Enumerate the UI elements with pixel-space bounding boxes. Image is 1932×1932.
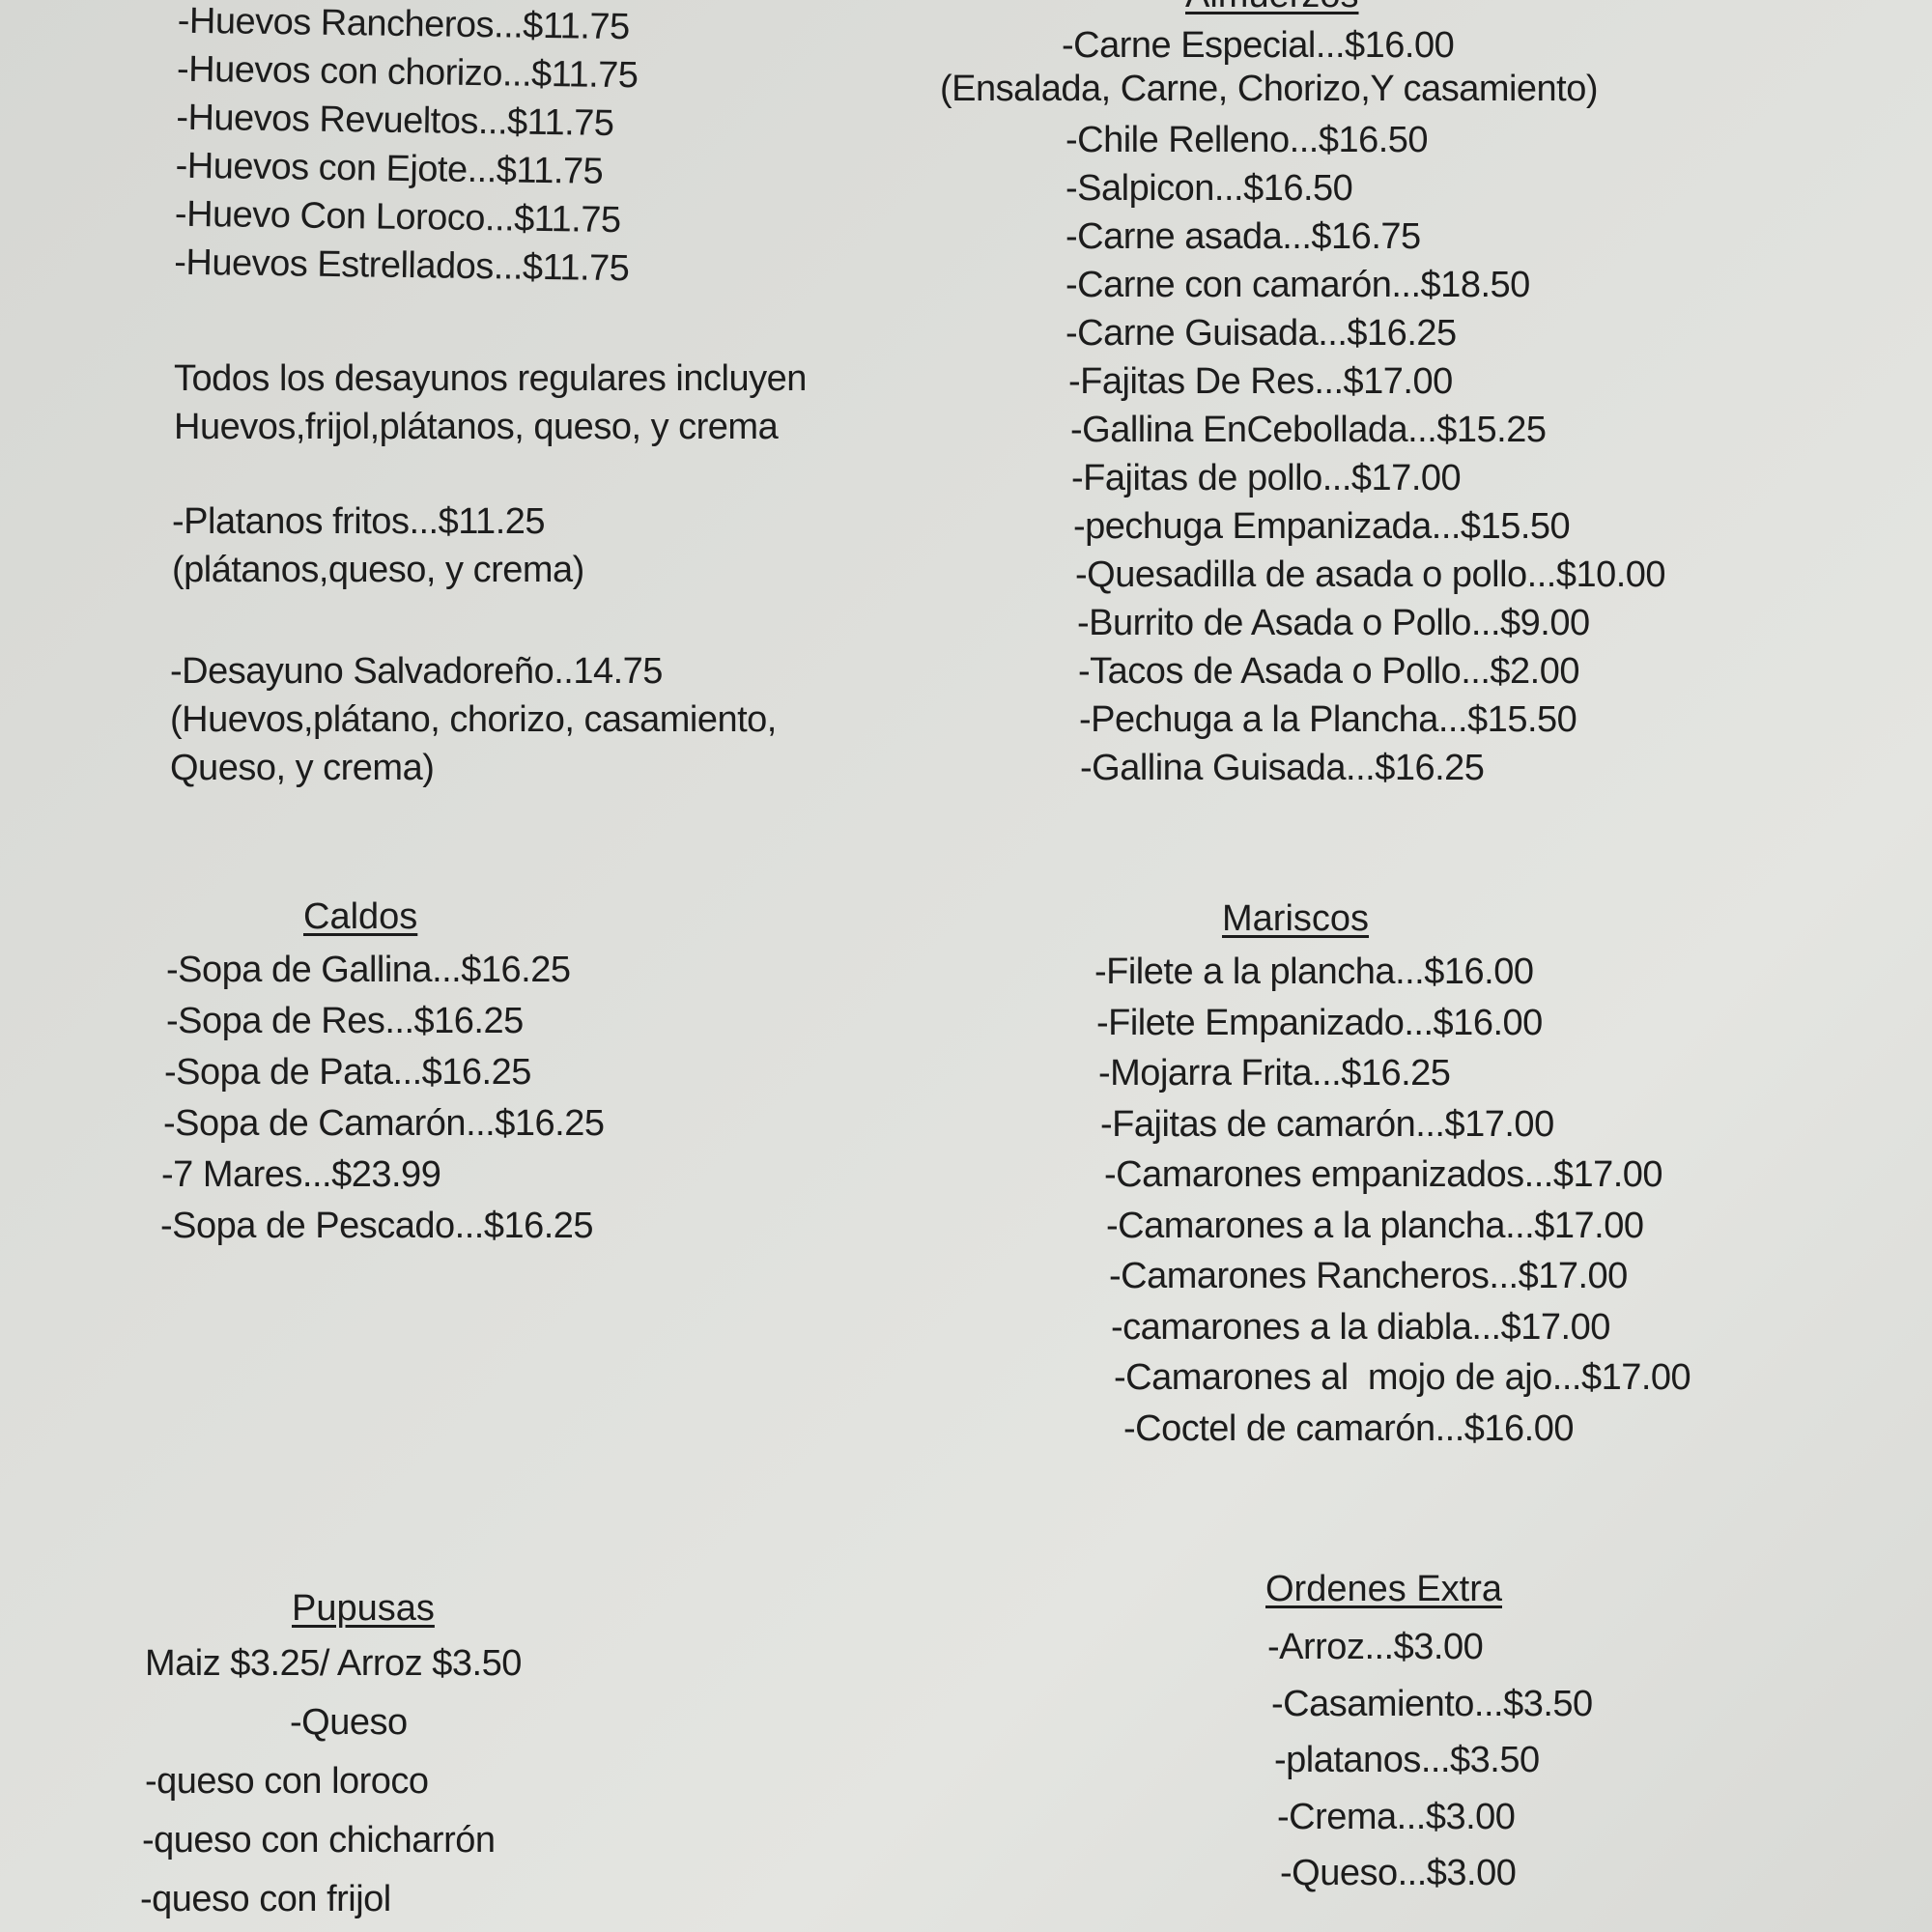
menu-item: -Sopa de Pescado...$16.25 (160, 1206, 594, 1246)
menu-item: -Gallina Guisada...$16.25 (1080, 748, 1485, 788)
menu-item: -Carne con camarón...$18.50 (1065, 265, 1530, 305)
menu-item: -Queso...$3.00 (1280, 1853, 1517, 1893)
menu-item: -Coctel de camarón...$16.00 (1123, 1407, 1575, 1449)
menu-item: -queso con frijol (140, 1879, 391, 1919)
menu-item: -Huevos con Ejote...$11.75 (175, 145, 604, 192)
note-line: Todos los desayunos regulares incluyen (174, 358, 807, 399)
menu-item: -platanos...$3.50 (1274, 1740, 1540, 1780)
caldos-heading: Caldos (303, 896, 418, 937)
desayunos-list: -Huevos Rancheros...$11.75 -Huevos con c… (174, 0, 639, 293)
menu-item-note: (Huevos,plátano, chorizo, casamiento, (170, 699, 777, 740)
almuerzos-list: -Chile Relleno...$16.50 -Salpicon...$16.… (1065, 116, 1666, 792)
menu-item-note: (Ensalada, Carne, Chorizo,Y casamiento) (940, 69, 1599, 109)
almuerzos-heading: Almuerzos (1185, 0, 1359, 16)
menu-item: -Camarones a la plancha...$17.00 (1106, 1205, 1644, 1246)
pupusas-list: Maiz $3.25/ Arroz $3.50 -Queso -queso co… (140, 1634, 522, 1929)
mariscos-list: -Filete a la plancha...$16.00 -Filete Em… (1094, 947, 1691, 1454)
menu-item: -queso con loroco (145, 1761, 429, 1802)
menu-item: -Casamiento...$3.50 (1271, 1683, 1593, 1724)
menu-item: -Carne Especial...$16.00 (1062, 25, 1455, 66)
menu-item: -Filete a la plancha...$16.00 (1094, 952, 1534, 992)
menu-item: -Mojarra Frita...$16.25 (1098, 1053, 1451, 1094)
menu-item: -Carne Guisada...$16.25 (1065, 313, 1457, 354)
menu-item: -7 Mares...$23.99 (161, 1154, 441, 1195)
menu-item: -Filete Empanizado...$16.00 (1096, 1002, 1543, 1043)
menu-item: -Sopa de Camarón...$16.25 (163, 1103, 605, 1144)
menu-item: -Gallina EnCebollada...$15.25 (1070, 410, 1547, 450)
pupusas-heading: Pupusas (292, 1588, 435, 1629)
menu-item: -Camarones al mojo de ajo...$17.00 (1114, 1357, 1691, 1398)
platanos-item: -Platanos fritos...$11.25 (plátanos,ques… (172, 497, 584, 594)
desayunos-note: Todos los desayunos regulares incluyen H… (174, 355, 807, 451)
menu-item: -Queso (290, 1702, 408, 1743)
menu-item: -Tacos de Asada o Pollo...$2.00 (1078, 651, 1579, 692)
menu-item: -Huevos Revueltos...$11.75 (176, 97, 614, 144)
menu-item: -Camarones Rancheros...$17.00 (1109, 1256, 1628, 1296)
ordenes-extra-list: -Arroz...$3.00 -Casamiento...$3.50 -plat… (1267, 1619, 1593, 1902)
almuerzos-first: -Carne Especial...$16.00 (1062, 21, 1455, 70)
menu-item: -Pechuga a la Plancha...$15.50 (1079, 699, 1577, 740)
menu-item: -Camarones empanizados...$17.00 (1104, 1154, 1663, 1195)
mariscos-heading: Mariscos (1222, 898, 1370, 939)
menu-item-note: (plátanos,queso, y crema) (172, 550, 584, 590)
menu-item: -Sopa de Pata...$16.25 (164, 1052, 531, 1093)
almuerzos-first-note: (Ensalada, Carne, Chorizo,Y casamiento) (940, 65, 1599, 113)
menu-item: -pechuga Empanizada...$15.50 (1073, 506, 1571, 547)
pupusas-prices: Maiz $3.25/ Arroz $3.50 (145, 1643, 522, 1684)
menu-item: -Sopa de Res...$16.25 (166, 1001, 524, 1041)
menu-item: -queso con chicharrón (142, 1820, 496, 1861)
desayuno-salvadoreno: -Desayuno Salvadoreño..14.75 (Huevos,plá… (170, 647, 777, 792)
menu-item: -Desayuno Salvadoreño..14.75 (170, 651, 663, 692)
menu-item-note: Queso, y crema) (170, 748, 435, 788)
menu-item: -Huevos Estrellados...$11.75 (173, 242, 630, 290)
menu-item: -Sopa de Gallina...$16.25 (166, 950, 571, 990)
ordenes-extra-heading: Ordenes Extra (1265, 1569, 1502, 1609)
menu-item: -Huevos Rancheros...$11.75 (177, 0, 630, 48)
menu-item: -Arroz...$3.00 (1267, 1627, 1484, 1667)
menu-item: -Salpicon...$16.50 (1065, 168, 1353, 209)
menu-item: -Platanos fritos...$11.25 (172, 501, 546, 542)
menu-item: -camarones a la diabla...$17.00 (1111, 1306, 1610, 1348)
menu-item: -Carne asada...$16.75 (1065, 216, 1421, 257)
menu-item: -Huevo Con Loroco...$11.75 (174, 193, 621, 242)
menu-item: -Huevos con chorizo...$11.75 (176, 48, 639, 97)
menu-item: -Fajitas De Res...$17.00 (1068, 361, 1453, 402)
menu-item: -Chile Relleno...$16.50 (1065, 120, 1429, 160)
caldos-list: -Sopa de Gallina...$16.25 -Sopa de Res..… (160, 945, 605, 1252)
menu-item: -Fajitas de camarón...$17.00 (1100, 1103, 1554, 1145)
note-line: Huevos,frijol,plátanos, queso, y crema (174, 407, 779, 447)
menu-item: -Crema...$3.00 (1277, 1796, 1516, 1837)
menu-item: -Burrito de Asada o Pollo...$9.00 (1077, 603, 1590, 643)
menu-item: -Fajitas de pollo...$17.00 (1071, 458, 1462, 498)
menu-item: -Quesadilla de asada o pollo...$10.00 (1075, 554, 1666, 595)
